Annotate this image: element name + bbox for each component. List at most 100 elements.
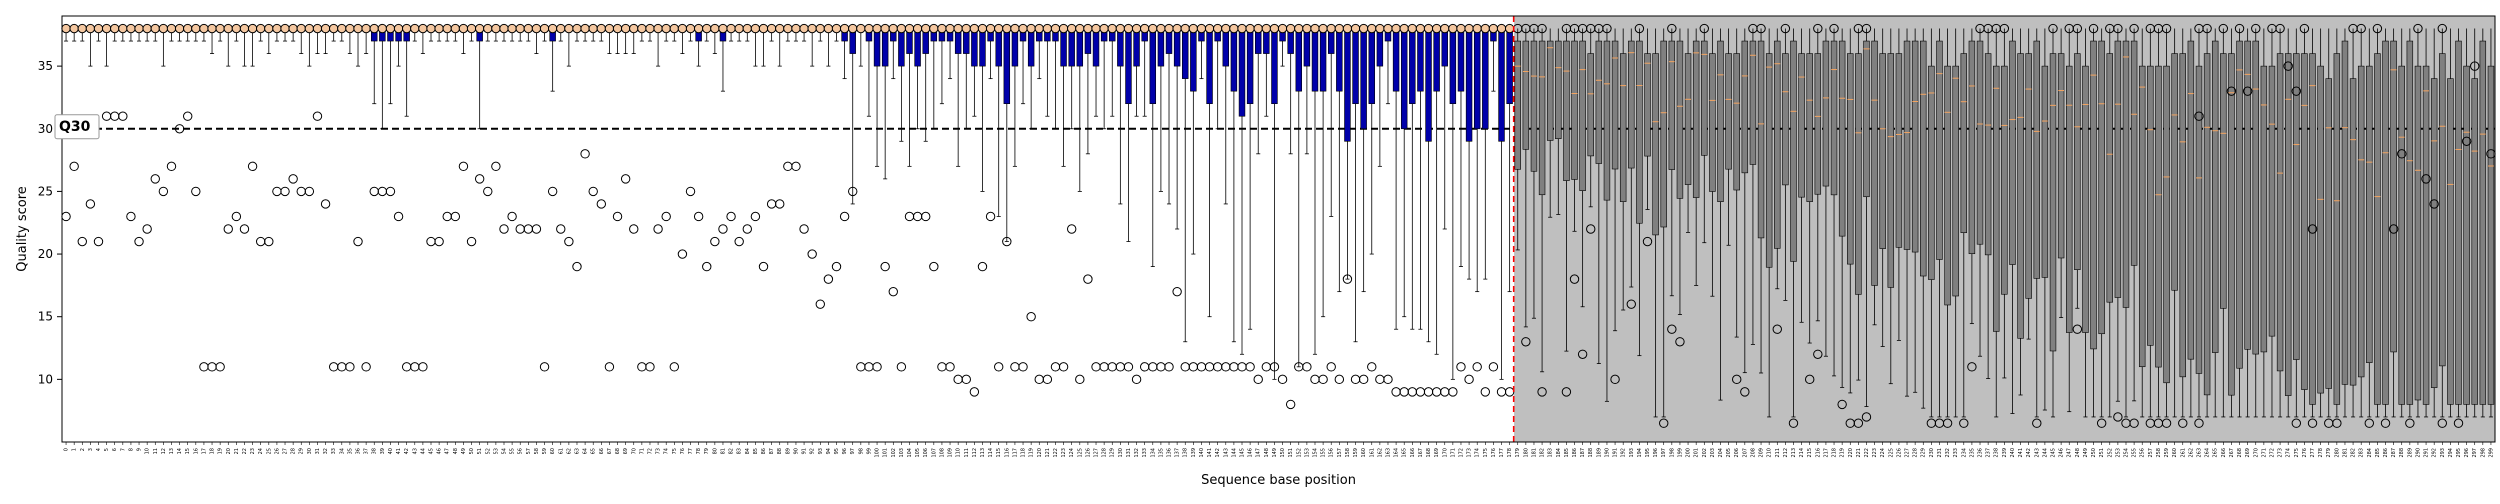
outlier-point — [288, 174, 298, 184]
outlier-point — [2161, 418, 2172, 428]
box — [2398, 65, 2405, 405]
outlier-point — [183, 111, 193, 121]
outlier-point — [2161, 23, 2172, 34]
box — [1984, 53, 1992, 256]
outlier-point — [539, 362, 550, 372]
outlier-point — [1196, 23, 1207, 34]
box — [1303, 28, 1311, 67]
outlier-point — [669, 362, 680, 372]
box — [2244, 40, 2251, 350]
x-tick-label: 85 — [753, 448, 759, 454]
x-tick-label: 192 — [1621, 448, 1627, 458]
x-tick-label: 214 — [1799, 448, 1805, 458]
outlier-point — [101, 111, 112, 121]
x-tick-label: 241 — [2018, 448, 2024, 458]
box — [1676, 40, 1684, 199]
outlier-point — [750, 211, 761, 222]
box — [2309, 53, 2316, 405]
outlier-point — [564, 236, 574, 247]
outlier-point — [896, 23, 907, 34]
x-tick-label: 263 — [2196, 448, 2202, 458]
x-tick-label: 47 — [445, 448, 451, 454]
plot-frame — [61, 15, 2496, 443]
outlier-point — [1131, 374, 1142, 385]
outlier-point — [1504, 387, 1515, 397]
outlier-point — [742, 23, 752, 34]
x-tick-label: 160 — [1361, 448, 1367, 458]
x-tick-label: 77 — [688, 448, 694, 454]
outlier-point — [1188, 362, 1199, 372]
x-tick-label: 112 — [972, 448, 978, 458]
outlier-point — [458, 23, 469, 34]
box — [1376, 28, 1384, 67]
outlier-point — [726, 211, 736, 222]
x-tick-label: 129 — [1110, 448, 1116, 458]
x-tick-label: 71 — [639, 448, 645, 454]
box — [1928, 65, 1935, 280]
outlier-point — [564, 23, 574, 34]
x-tick-label: 234 — [1961, 448, 1967, 458]
box — [1133, 28, 1140, 67]
x-tick-label: 108 — [939, 448, 945, 458]
outlier-point — [1002, 236, 1012, 247]
outlier-point — [604, 362, 615, 372]
outlier-point — [1148, 362, 1158, 372]
outlier-point — [2380, 418, 2391, 428]
x-tick-label: 253 — [2115, 448, 2121, 458]
outlier-point — [353, 23, 363, 34]
outlier-point — [426, 23, 436, 34]
outlier-point — [1245, 23, 1255, 34]
x-tick-label: 132 — [1134, 448, 1140, 458]
box — [898, 28, 905, 67]
x-tick-label: 279 — [2326, 448, 2332, 458]
box — [1344, 28, 1351, 142]
x-tick-label: 61 — [558, 448, 564, 454]
outlier-point — [1334, 374, 1345, 385]
outlier-point — [612, 211, 623, 222]
threshold-label-box — [54, 114, 100, 140]
x-tick-label: 294 — [2448, 448, 2454, 458]
x-tick-label: 58 — [534, 448, 540, 454]
outlier-layer — [61, 23, 2496, 428]
outlier-point — [1034, 374, 1044, 385]
box — [1579, 40, 1586, 191]
box — [1603, 40, 1611, 201]
x-tick-label: 281 — [2342, 448, 2348, 458]
x-tick-label: 33 — [331, 448, 337, 454]
outlier-point — [158, 186, 169, 197]
x-tick-label: 252 — [2107, 448, 2113, 458]
outlier-point — [264, 23, 274, 34]
box — [1027, 28, 1035, 67]
outlier-point — [2283, 61, 2293, 71]
outlier-point — [1853, 418, 1864, 428]
outlier-point — [702, 23, 712, 34]
outlier-point — [85, 199, 96, 209]
outlier-point — [1221, 362, 1231, 372]
x-tick-label: 15 — [185, 448, 191, 454]
box — [1409, 28, 1416, 105]
x-tick-label: 101 — [883, 448, 889, 458]
box — [1725, 53, 1732, 170]
x-tick-label: 163 — [1385, 448, 1391, 458]
outlier-point — [1456, 23, 1466, 34]
outlier-point — [775, 199, 785, 209]
x-tick-label: 248 — [2075, 448, 2081, 458]
x-tick-label: 298 — [2480, 448, 2486, 458]
outlier-point — [328, 362, 339, 372]
x-tick-label: 68 — [615, 448, 621, 454]
x-tick-label: 135 — [1158, 448, 1164, 458]
x-tick-label: 297 — [2472, 448, 2478, 458]
y-axis-label: Quality score — [15, 186, 30, 272]
box — [1117, 28, 1124, 67]
box — [1295, 28, 1302, 92]
outlier-point — [1099, 23, 1109, 34]
outlier-point — [1780, 23, 1791, 34]
x-tick-label: 287 — [2391, 448, 2397, 458]
x-tick-label: 205 — [1726, 448, 1732, 458]
outlier-point — [2397, 149, 2407, 159]
outlier-point — [1277, 23, 1288, 34]
x-tick-label: 65 — [591, 448, 597, 454]
box — [1692, 40, 1700, 198]
x-tick-label: 231 — [1937, 448, 1943, 458]
box — [1717, 40, 1724, 202]
